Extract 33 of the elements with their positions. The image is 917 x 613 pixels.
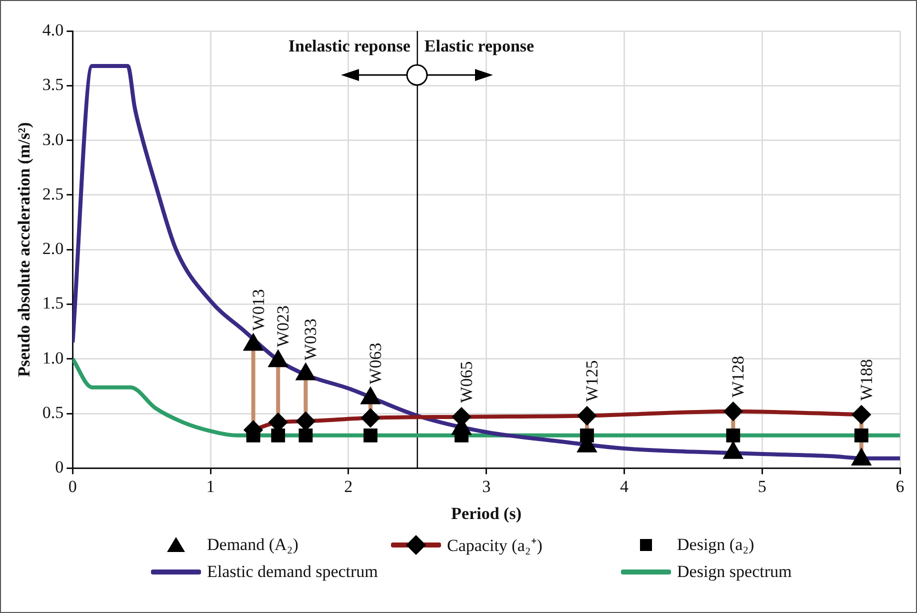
- legend-label: Demand (A₂): [207, 534, 298, 554]
- x-tick-label: 2: [344, 476, 353, 496]
- x-tick-label: 5: [758, 476, 766, 496]
- y-tick-label: 3.5: [42, 75, 64, 94]
- y-tick-label: 2.0: [42, 239, 64, 258]
- annotation: W063: [366, 342, 385, 384]
- legend-label: Design spectrum: [677, 562, 792, 582]
- y-tick-label: 0.5: [42, 403, 64, 422]
- annotation: W023: [274, 306, 293, 348]
- x-tick-label: 1: [206, 476, 215, 496]
- y-tick-label: 3.0: [42, 130, 64, 149]
- y-axis-title: Pseudo absolute acceleration (m/s²): [14, 122, 34, 378]
- annotation: W065: [456, 361, 476, 403]
- annotation: W128: [728, 356, 748, 398]
- x-tick-label: 6: [896, 476, 904, 496]
- x-tick-label: 4: [620, 476, 629, 496]
- y-tick-label: 1.0: [42, 348, 64, 368]
- x-axis-title: Period (s): [451, 504, 522, 524]
- y-tick-label: 1.5: [42, 294, 64, 313]
- annotation: W033: [301, 318, 320, 360]
- legend-label: Capacity (a₂⁺): [447, 535, 542, 556]
- y-tick-label: 4.0: [42, 20, 64, 40]
- x-tick-label: 3: [482, 476, 491, 496]
- annotation: W188: [856, 359, 876, 401]
- legend-label: Elastic demand spectrum: [207, 562, 378, 582]
- annotation: W125: [582, 360, 602, 402]
- y-tick-label: 2.5: [42, 184, 64, 204]
- annotation: Inelastic reponse: [288, 36, 411, 56]
- annotation: W013: [248, 289, 268, 331]
- legend-label: Design (a₂): [677, 534, 754, 554]
- x-tick-label: 0: [68, 476, 77, 496]
- annotation: Elastic reponse: [424, 36, 535, 56]
- y-tick-label: 0: [55, 458, 64, 477]
